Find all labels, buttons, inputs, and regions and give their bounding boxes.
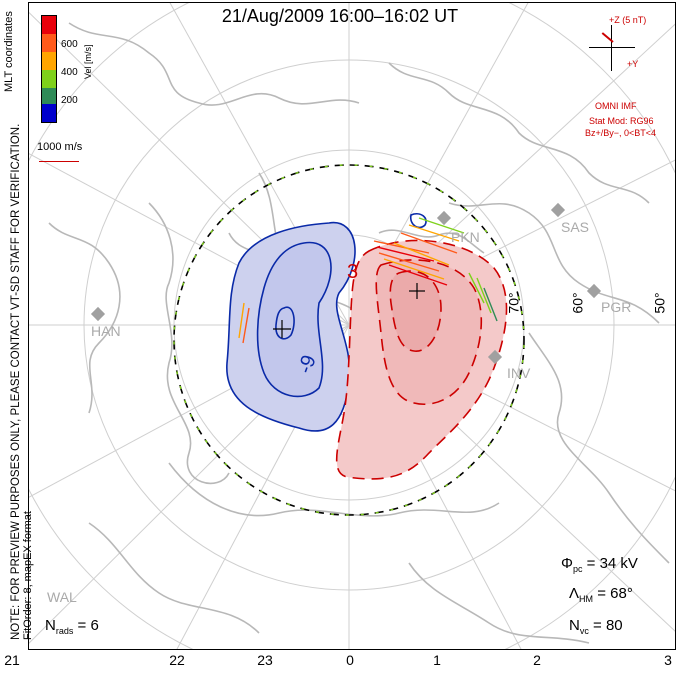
colorbar-label: Vel [m/s] <box>83 44 93 79</box>
stat-n-vc-value: = 80 <box>593 617 623 634</box>
polar-map <box>29 3 675 649</box>
latitude-label-50: 50° <box>651 292 668 314</box>
velocity-scale-arrow <box>39 161 79 162</box>
stat-n-rads-value: = 6 <box>77 617 99 634</box>
map-title: 21/Aug/2009 16:00–16:02 UT <box>221 6 459 26</box>
mlt-tick-21: 21 <box>4 652 20 668</box>
station-label-inv: INV <box>507 365 531 381</box>
stat-n-vc: Nvc = 80 <box>569 617 623 636</box>
mlt-tick-1: 1 <box>433 652 441 668</box>
station-label-han: HAN <box>91 323 121 339</box>
negative-cell <box>226 213 427 432</box>
stat-phi-pc-value: = 34 kV <box>586 555 638 572</box>
imf-model-line1: Stat Mod: RG96 <box>589 116 654 126</box>
station-label-sas: SAS <box>561 219 590 235</box>
mlt-tick-22: 22 <box>169 652 185 668</box>
mlt-tick-0: 0 <box>346 652 354 668</box>
hm-boundary <box>173 164 525 516</box>
stat-n-rads: Nrads = 6 <box>45 617 99 636</box>
velocity-vectors <box>238 217 498 344</box>
station-markers <box>90 202 602 365</box>
colorbar-tick-600: 600 <box>61 39 78 50</box>
map-frame: 600 400 200 Vel [m/s] 1000 m/s +Z (5 nT)… <box>28 2 676 650</box>
mlt-axis: 21 22 23 0 1 2 3 <box>0 652 680 672</box>
station-label-pgr: PGR <box>601 299 632 315</box>
mlt-tick-23: 23 <box>257 652 273 668</box>
colorbar-tick-200: 200 <box>61 95 78 106</box>
imf-z-label: +Z (5 nT) <box>609 15 647 25</box>
latitude-label-70: 70° <box>505 292 522 314</box>
contour-label-positive: 3 <box>347 261 359 283</box>
imf-clock <box>589 25 635 71</box>
station-label-wal: WAL <box>47 589 77 605</box>
colorbar-tick-400: 400 <box>61 67 78 78</box>
station-label-pkn: PKN <box>451 229 480 245</box>
stat-phi-pc: Φpc = 34 kV <box>561 555 638 574</box>
preview-note: NOTE: FOR PREVIEW PURPOSES ONLY, PLEASE … <box>10 124 34 640</box>
stat-lambda-hm: ΛHM = 68° <box>569 585 633 604</box>
imf-source: OMNI IMF <box>595 101 637 111</box>
velocity-colorbar <box>41 15 57 123</box>
preview-note-line2: FitOrder: 8, mapEX format <box>22 511 34 640</box>
stat-lambda-hm-value: = 68° <box>597 585 633 602</box>
positive-cell <box>335 239 508 480</box>
latitude-label-60: 60° <box>569 292 586 314</box>
mlt-tick-2: 2 <box>533 652 541 668</box>
coordinates-label: MLT coordinates <box>3 11 15 92</box>
imf-model-line2: Bz+/By−, 0<BT<4 <box>585 128 657 138</box>
preview-note-line1: NOTE: FOR PREVIEW PURPOSES ONLY, PLEASE … <box>10 123 22 640</box>
imf-y-label: +Y <box>627 59 639 69</box>
mlt-tick-3: 3 <box>664 652 672 668</box>
velocity-scale-label: 1000 m/s <box>37 141 83 153</box>
